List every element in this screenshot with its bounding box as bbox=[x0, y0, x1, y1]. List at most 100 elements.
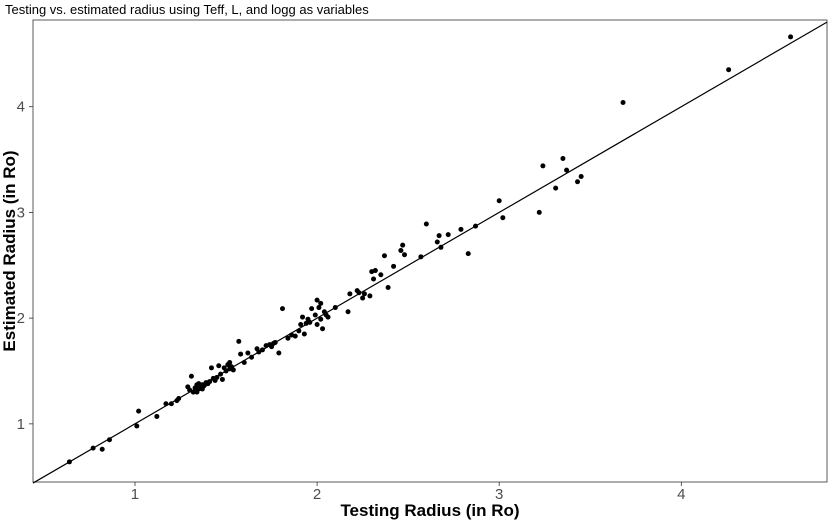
data-point bbox=[249, 354, 255, 360]
data-point bbox=[325, 314, 331, 320]
data-point bbox=[190, 389, 196, 395]
data-point bbox=[99, 446, 105, 452]
data-point bbox=[500, 215, 506, 221]
data-point bbox=[259, 347, 265, 353]
data-point bbox=[423, 221, 429, 227]
data-point bbox=[301, 331, 307, 337]
data-point bbox=[553, 185, 559, 191]
data-point bbox=[236, 338, 242, 344]
data-point bbox=[309, 306, 315, 312]
data-point bbox=[168, 401, 174, 407]
data-point bbox=[279, 306, 285, 312]
x-tick-label: 4 bbox=[677, 486, 685, 503]
data-point bbox=[296, 328, 302, 334]
data-point bbox=[367, 293, 373, 299]
data-point bbox=[391, 263, 397, 269]
data-point bbox=[214, 374, 220, 380]
data-point bbox=[314, 297, 320, 303]
data-point bbox=[381, 253, 387, 259]
data-point bbox=[726, 67, 732, 73]
data-point bbox=[312, 312, 318, 318]
data-point bbox=[216, 363, 222, 369]
data-point bbox=[620, 99, 626, 105]
data-point bbox=[361, 291, 367, 297]
y-axis-title: Estimated Radius (in Ro) bbox=[0, 150, 19, 351]
x-tick-label: 1 bbox=[131, 486, 139, 503]
data-point bbox=[360, 295, 366, 301]
data-point bbox=[436, 233, 442, 239]
plot-panel-border bbox=[32, 19, 828, 483]
data-point bbox=[332, 305, 338, 311]
data-point bbox=[560, 155, 566, 161]
data-point bbox=[106, 437, 112, 443]
y-tick-label: 3 bbox=[17, 204, 25, 221]
identity-reference-line bbox=[32, 21, 828, 484]
data-point bbox=[320, 326, 326, 332]
data-point bbox=[400, 242, 406, 248]
data-point bbox=[788, 34, 794, 40]
data-point bbox=[154, 413, 160, 419]
x-axis-title: Testing Radius (in Ro) bbox=[340, 501, 519, 520]
data-point bbox=[347, 291, 353, 297]
data-point bbox=[564, 167, 570, 173]
data-point bbox=[458, 226, 464, 232]
data-point bbox=[356, 290, 362, 296]
data-point bbox=[163, 401, 169, 407]
data-point bbox=[238, 351, 244, 357]
data-point bbox=[473, 223, 479, 229]
data-point bbox=[230, 367, 236, 373]
data-point bbox=[345, 309, 351, 315]
data-point bbox=[245, 350, 251, 356]
data-point bbox=[66, 459, 72, 465]
data-point bbox=[227, 360, 233, 366]
data-point bbox=[218, 371, 224, 377]
data-point bbox=[418, 254, 424, 260]
data-point bbox=[385, 284, 391, 290]
data-point bbox=[318, 300, 324, 306]
data-point bbox=[371, 276, 377, 282]
data-point bbox=[465, 251, 471, 257]
data-point bbox=[90, 445, 96, 451]
data-point bbox=[134, 423, 140, 429]
x-tick-label: 2 bbox=[313, 486, 321, 503]
data-point bbox=[223, 368, 229, 374]
y-tick-label: 4 bbox=[17, 99, 25, 116]
y-tick-label: 2 bbox=[17, 310, 25, 327]
data-point bbox=[372, 268, 378, 274]
data-point bbox=[438, 244, 444, 250]
data-point bbox=[272, 339, 278, 345]
chart-title: Testing vs. estimated radius using Teff,… bbox=[5, 2, 369, 17]
data-point bbox=[300, 314, 306, 320]
data-point bbox=[307, 319, 313, 325]
data-point bbox=[578, 173, 584, 179]
data-point bbox=[136, 408, 142, 414]
data-point bbox=[575, 179, 581, 185]
data-point bbox=[256, 349, 262, 355]
x-axis: 1 2 3 4 bbox=[131, 482, 685, 503]
data-point bbox=[276, 350, 282, 356]
data-point bbox=[292, 333, 298, 339]
data-point bbox=[402, 252, 408, 258]
data-point bbox=[536, 209, 542, 215]
data-point bbox=[540, 163, 546, 169]
data-point bbox=[187, 387, 193, 393]
data-point bbox=[207, 379, 213, 385]
y-axis: 1 2 3 4 bbox=[17, 99, 33, 433]
data-point bbox=[298, 321, 304, 327]
data-point bbox=[316, 305, 322, 311]
data-point bbox=[434, 239, 440, 245]
data-point bbox=[188, 373, 194, 379]
data-point bbox=[378, 272, 384, 278]
data-point bbox=[496, 198, 502, 204]
data-point bbox=[241, 360, 247, 366]
data-point bbox=[398, 247, 404, 253]
data-points bbox=[66, 34, 794, 465]
data-point bbox=[314, 321, 320, 327]
data-point bbox=[176, 395, 182, 401]
data-point bbox=[219, 376, 225, 382]
x-tick-label: 3 bbox=[495, 486, 503, 503]
data-point bbox=[445, 232, 451, 238]
y-tick-label: 1 bbox=[17, 416, 25, 433]
data-point bbox=[285, 335, 291, 341]
